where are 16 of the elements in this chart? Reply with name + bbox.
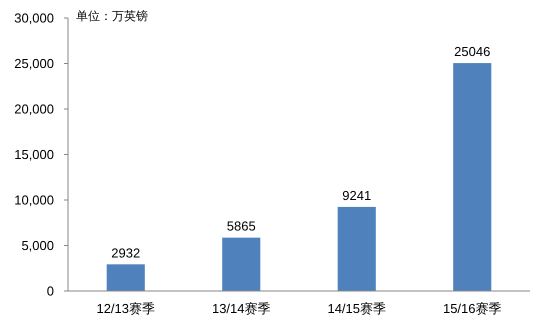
xtick: 15/16赛季 <box>442 301 502 316</box>
xtick: 14/15赛季 <box>327 301 386 316</box>
xtick: 13/14赛季 <box>212 301 271 316</box>
data-label: 9241 <box>342 188 372 203</box>
annotation: 单位：万英镑 <box>76 9 148 23</box>
data-label: 5865 <box>226 218 256 234</box>
ytick: 10,000 <box>14 192 54 208</box>
ytick: 30,000 <box>14 10 54 26</box>
ytick: 0 <box>46 284 54 298</box>
data-label: 25046 <box>454 44 490 60</box>
ytick: 5,000 <box>21 238 54 253</box>
data-label: 2932 <box>111 245 140 260</box>
xtick: 12/13赛季 <box>96 301 156 316</box>
ytick: 25,000 <box>14 56 54 71</box>
ytick: 20,000 <box>14 102 54 116</box>
ytick: 15,000 <box>14 147 54 162</box>
